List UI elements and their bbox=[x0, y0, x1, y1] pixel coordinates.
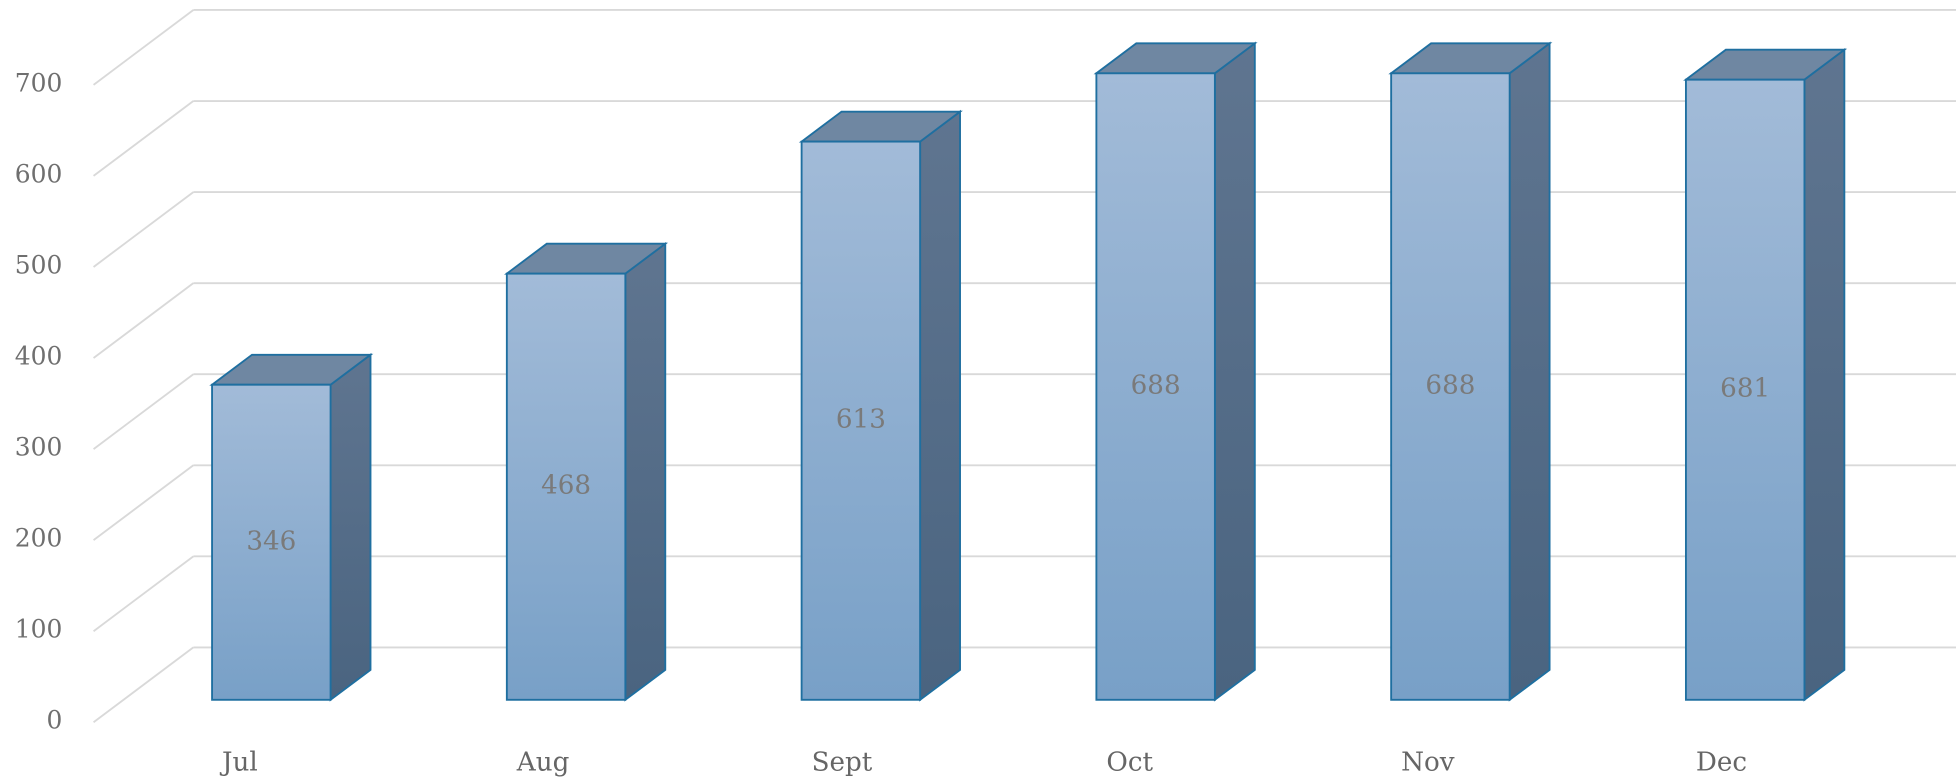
value-label: 346 bbox=[246, 526, 296, 556]
bar bbox=[800, 140, 922, 701]
grid-diagonal bbox=[92, 282, 194, 359]
value-label: 688 bbox=[1131, 371, 1181, 401]
bar-side bbox=[624, 241, 667, 702]
y-tick-label: 700 bbox=[15, 68, 63, 97]
bar-side bbox=[329, 352, 372, 702]
y-tick-label: 200 bbox=[15, 524, 63, 553]
grid-diagonal bbox=[92, 464, 194, 541]
bar bbox=[211, 383, 332, 701]
bar-side bbox=[1508, 41, 1551, 702]
grid-diagonal bbox=[92, 373, 194, 450]
y-tick-label: 600 bbox=[15, 159, 63, 188]
value-label: 688 bbox=[1425, 371, 1475, 401]
grid-diagonal bbox=[92, 191, 194, 268]
bar bbox=[1390, 72, 1511, 701]
y-tick-label: 400 bbox=[15, 342, 63, 371]
bar bbox=[505, 272, 627, 701]
bar bbox=[1684, 78, 1806, 701]
y-tick-label: 500 bbox=[15, 250, 63, 279]
x-tick-label: Sept bbox=[812, 747, 873, 777]
x-tick-label: Oct bbox=[1106, 747, 1153, 777]
x-tick-label: Jul bbox=[219, 747, 258, 777]
x-tick-label: Dec bbox=[1696, 747, 1747, 777]
grid-diagonal bbox=[92, 646, 194, 724]
y-tick-label: 100 bbox=[15, 615, 63, 644]
bar-side bbox=[1803, 47, 1846, 702]
bar-side bbox=[919, 109, 961, 702]
bar bbox=[1095, 72, 1216, 701]
grid-diagonal bbox=[92, 555, 194, 632]
grid-diagonal bbox=[92, 9, 194, 86]
bar-side bbox=[1213, 41, 1256, 702]
y-tick-label: 300 bbox=[15, 433, 63, 462]
grid-diagonal bbox=[92, 100, 194, 177]
x-tick-label: Nov bbox=[1401, 747, 1455, 777]
value-label: 681 bbox=[1720, 374, 1770, 404]
y-tick-label: 0 bbox=[46, 706, 62, 735]
value-label: 468 bbox=[541, 471, 591, 501]
x-tick-label: Aug bbox=[516, 747, 570, 777]
value-label: 613 bbox=[836, 405, 886, 435]
